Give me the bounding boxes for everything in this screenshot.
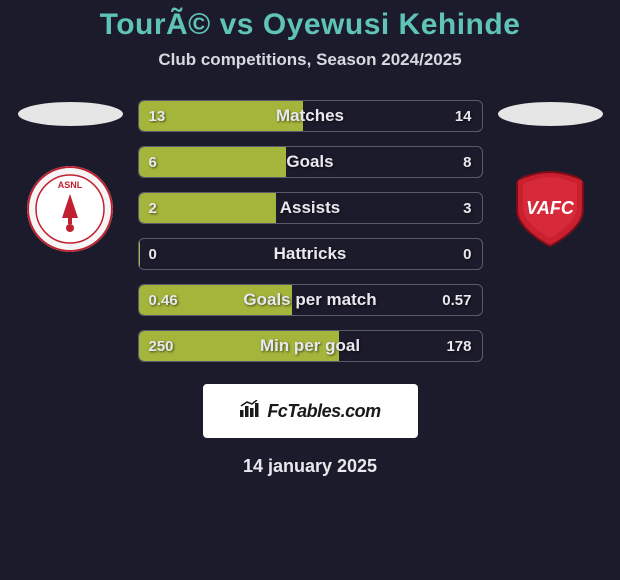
stat-label: Assists [139, 193, 482, 223]
page-title: TourÃ© vs Oyewusi Kehinde [0, 8, 620, 42]
asnl-badge-icon: ASNL [27, 166, 113, 252]
season-subtitle: Club competitions, Season 2024/2025 [0, 50, 620, 70]
stat-label: Matches [139, 101, 482, 131]
club-badge-right: VAFC [507, 166, 593, 252]
stat-bar: 250Min per goal178 [138, 330, 483, 362]
chart-icon [239, 400, 261, 423]
stat-label: Hattricks [139, 239, 482, 269]
stat-bar: 2Assists3 [138, 192, 483, 224]
stat-label: Min per goal [139, 331, 482, 361]
comparison-row: ASNL 13Matches14 6Goals8 2Assists3 0Hattric… [0, 100, 620, 362]
stat-value-right: 178 [446, 331, 471, 361]
stat-bar: 0.46Goals per match0.57 [138, 284, 483, 316]
club-badge-left: ASNL [27, 166, 113, 252]
svg-text:ASNL: ASNL [58, 180, 83, 190]
stat-value-right: 3 [463, 193, 471, 223]
stat-value-right: 14 [455, 101, 472, 131]
stat-value-right: 0 [463, 239, 471, 269]
left-player-col: ASNL [18, 100, 123, 252]
player-photo-placeholder-right [498, 102, 603, 126]
stat-bar: 13Matches14 [138, 100, 483, 132]
fctables-label: FcTables.com [267, 401, 380, 422]
stat-bar: 6Goals8 [138, 146, 483, 178]
snapshot-date: 14 january 2025 [0, 456, 620, 477]
right-player-col: VAFC [498, 100, 603, 252]
stat-label: Goals per match [139, 285, 482, 315]
stat-value-right: 0.57 [442, 285, 471, 315]
vafc-badge-icon: VAFC [507, 166, 593, 252]
fctables-watermark: FcTables.com [203, 384, 418, 438]
stat-value-right: 8 [463, 147, 471, 177]
stats-column: 13Matches14 6Goals8 2Assists3 0Hattricks0 0.… [138, 100, 483, 362]
stat-bar: 0Hattricks0 [138, 238, 483, 270]
player-photo-placeholder-left [18, 102, 123, 126]
svg-text:VAFC: VAFC [526, 198, 575, 218]
stat-label: Goals [139, 147, 482, 177]
